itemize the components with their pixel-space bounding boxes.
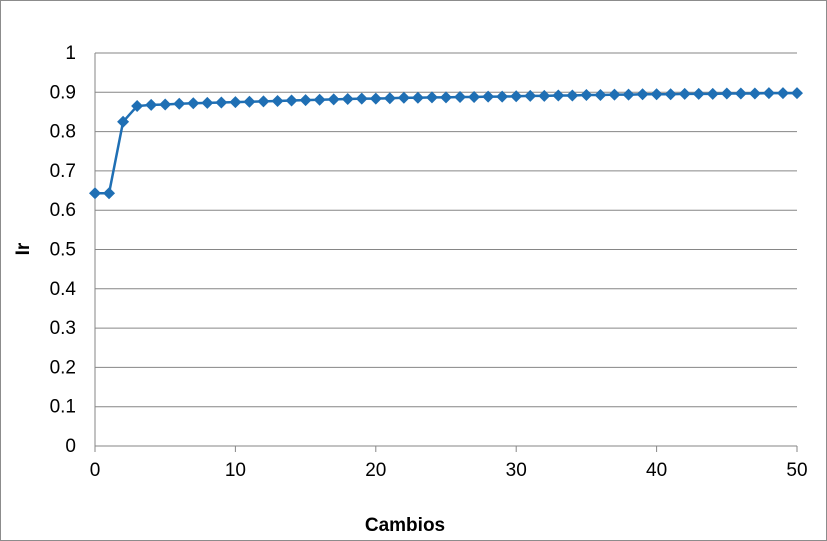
data-point-marker <box>664 88 677 101</box>
data-point-marker <box>566 89 579 102</box>
data-point-marker <box>440 91 452 104</box>
y-tick-label: 0.7 <box>50 161 76 182</box>
data-point-marker <box>299 94 312 107</box>
y-tick-label: 0.4 <box>50 279 77 300</box>
y-tick-label: 0.3 <box>50 318 76 339</box>
data-point-marker <box>622 88 635 101</box>
data-point-marker <box>650 88 663 101</box>
data-point-marker <box>131 100 144 113</box>
y-tick-label: 0.1 <box>50 397 76 418</box>
data-point-marker <box>355 92 368 105</box>
data-point-marker <box>791 87 803 100</box>
data-point-marker <box>524 89 537 102</box>
y-tick-label: 0.2 <box>50 357 76 378</box>
data-point-marker <box>103 187 116 200</box>
data-point-marker <box>762 87 775 100</box>
data-point-marker <box>313 93 326 106</box>
data-point-marker <box>608 88 621 101</box>
data-point-marker <box>482 90 495 103</box>
y-tick-label: 1 <box>65 43 76 64</box>
data-point-marker <box>748 87 761 100</box>
data-point-marker <box>411 91 424 104</box>
data-point-marker <box>257 95 270 108</box>
data-point-marker <box>369 92 382 105</box>
series-line <box>95 91 797 195</box>
data-point-marker <box>706 87 719 100</box>
data-point-marker <box>243 95 256 108</box>
data-point-marker <box>692 87 705 100</box>
data-point-marker <box>159 98 172 111</box>
data-point-marker <box>397 91 410 104</box>
x-tick-label: 50 <box>786 460 807 481</box>
data-point-marker <box>117 115 130 128</box>
data-point-marker <box>552 89 565 102</box>
data-point-marker <box>538 89 551 102</box>
data-point-marker <box>145 98 158 111</box>
x-tick-label: 30 <box>506 460 527 481</box>
data-point-marker <box>678 87 691 100</box>
data-point-marker <box>229 96 242 109</box>
data-point-marker <box>215 96 228 109</box>
data-point-marker <box>594 89 607 102</box>
x-axis-title: Cambios <box>365 515 445 536</box>
data-point-marker <box>468 91 481 104</box>
y-tick-label: 0.9 <box>50 82 76 103</box>
data-point-marker <box>187 97 200 110</box>
y-tick-label: 0 <box>65 436 76 457</box>
data-point-marker <box>636 88 649 101</box>
data-point-marker <box>776 87 789 100</box>
y-axis-title: Ir <box>13 242 34 255</box>
data-point-marker <box>496 90 509 103</box>
y-axis-ticks: 0 0.1 0.2 0.3 0.4 0.5 0.6 0.7 0.8 0.9 1 <box>50 43 77 457</box>
grid-lines <box>94 52 797 447</box>
data-point-marker <box>89 187 101 200</box>
x-tick-label: 40 <box>646 460 667 481</box>
x-tick-label: 20 <box>365 460 386 481</box>
data-point-marker <box>383 92 396 105</box>
y-tick-label: 0.5 <box>50 240 76 261</box>
data-point-marker <box>580 89 593 102</box>
data-point-marker <box>720 87 733 100</box>
data-point-marker <box>425 91 438 104</box>
y-tick-label: 0.6 <box>50 200 76 221</box>
data-point-marker <box>285 94 298 107</box>
series-ir <box>89 87 803 200</box>
data-point-marker <box>327 93 340 106</box>
data-point-marker <box>341 92 354 105</box>
data-point-marker <box>271 94 284 107</box>
y-tick-label: 0.8 <box>50 122 76 143</box>
data-point-marker <box>510 90 523 103</box>
x-tick-label: 0 <box>90 460 101 481</box>
data-point-marker <box>201 96 214 109</box>
x-axis-ticks: 0 10 20 30 40 50 <box>90 446 808 481</box>
data-point-marker <box>173 97 186 110</box>
data-point-marker <box>734 87 747 100</box>
x-tick-label: 10 <box>225 460 246 481</box>
data-point-marker <box>454 91 467 104</box>
